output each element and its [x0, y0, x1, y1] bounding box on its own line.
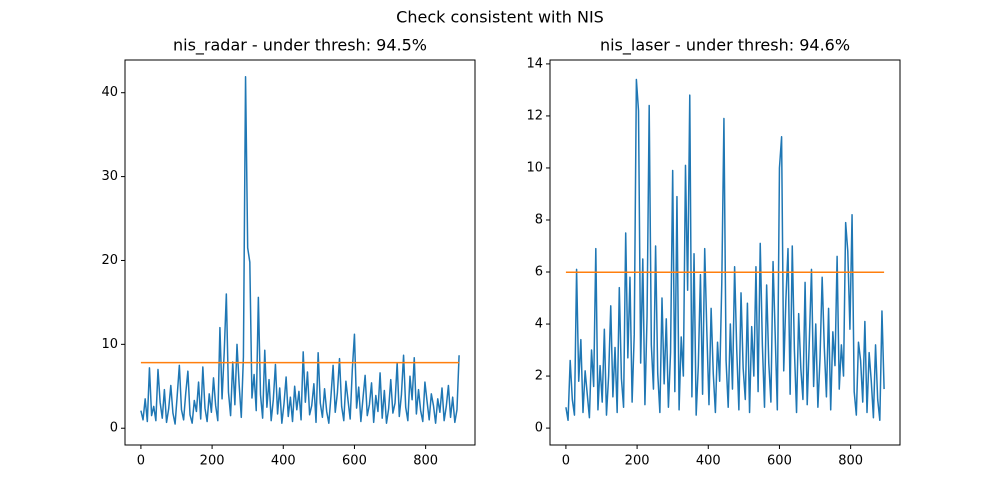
axes-frame: [549, 59, 901, 446]
x-tick-label: 0: [137, 454, 145, 469]
y-tick-label: 0: [535, 421, 543, 436]
x-tick-label: 800: [838, 454, 863, 469]
y-tick-label: 0: [110, 421, 118, 436]
x-tick-label: 600: [767, 454, 792, 469]
subplot-title: nis_radar - under thresh: 94.5%: [173, 36, 427, 56]
y-tick-label: 10: [526, 160, 543, 175]
x-tick-label: 200: [200, 454, 225, 469]
y-tick-label: 4: [535, 317, 543, 332]
axes-frame: [124, 59, 476, 446]
subplot-title: nis_laser - under thresh: 94.6%: [600, 36, 850, 56]
y-tick-label: 40: [101, 85, 118, 100]
y-tick-label: 8: [535, 212, 543, 227]
y-tick-label: 30: [101, 169, 118, 184]
series-line: [565, 78, 885, 422]
y-tick-label: 20: [101, 253, 118, 268]
x-tick-label: 600: [342, 454, 367, 469]
y-tick-label: 12: [526, 108, 543, 123]
series-line: [140, 76, 460, 425]
x-tick-label: 0: [562, 454, 570, 469]
y-tick-label: 14: [526, 56, 543, 71]
y-tick-label: 2: [535, 369, 543, 384]
x-tick-label: 800: [413, 454, 438, 469]
x-tick-label: 400: [271, 454, 296, 469]
y-tick-label: 6: [535, 265, 543, 280]
x-tick-label: 200: [625, 454, 650, 469]
y-tick-label: 10: [101, 337, 118, 352]
figure-title: Check consistent with NIS: [396, 8, 604, 27]
x-tick-label: 400: [696, 454, 721, 469]
